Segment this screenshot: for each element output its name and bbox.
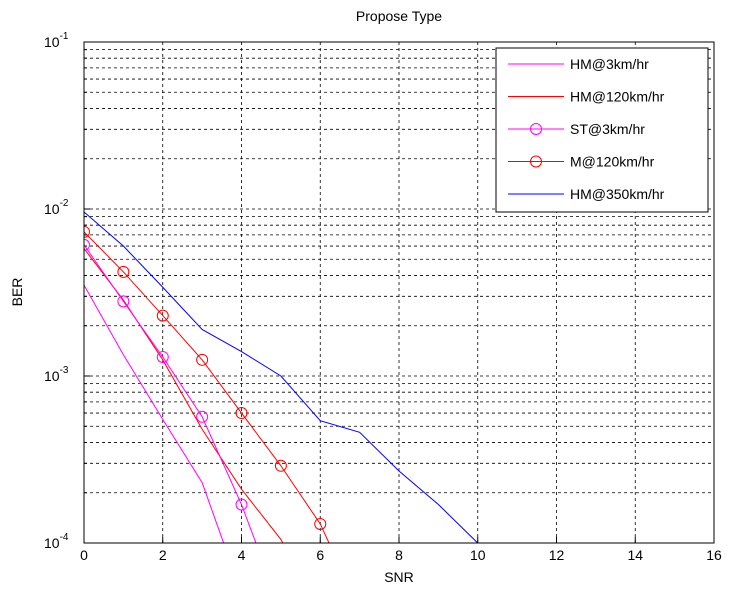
marker [84, 238, 90, 251]
marker [196, 410, 209, 423]
series-line [84, 211, 479, 543]
x-axis-label: SNR [384, 569, 414, 585]
series-line [84, 284, 225, 543]
marker [314, 517, 327, 530]
legend-label: HM@350km/hr [570, 186, 665, 202]
marker [274, 459, 287, 472]
marker [84, 225, 90, 238]
legend-label: HM@120km/hr [570, 89, 665, 105]
marker [235, 498, 248, 511]
series-line [84, 231, 330, 543]
y-tick-label: 10-3 [44, 365, 69, 384]
marker [117, 265, 130, 278]
series-line [84, 248, 284, 543]
marker [235, 407, 248, 420]
chart-title: Propose Type [356, 8, 442, 24]
legend-label: HM@3km/hr [570, 56, 649, 72]
marker [156, 309, 169, 322]
x-tick-label: 8 [395, 547, 403, 563]
x-tick-label: 14 [627, 547, 643, 563]
marker [117, 295, 130, 308]
x-tick-label: 2 [159, 547, 167, 563]
tick-base: 10 [44, 34, 60, 50]
y-tick-label: 10-4 [44, 532, 69, 551]
tick-base: 10 [44, 201, 60, 217]
legend-marker [530, 123, 542, 135]
legend-label: ST@3km/hr [570, 121, 645, 137]
marker [156, 350, 169, 363]
data-area [84, 211, 479, 543]
x-tick-label: 16 [706, 547, 722, 563]
legend-marker [530, 155, 542, 168]
tick-exponent: -2 [60, 198, 69, 209]
tick-base: 10 [44, 368, 60, 384]
x-tick-label: 6 [316, 547, 324, 563]
y-axis-label: BER [9, 278, 25, 307]
y-tick-label: 10-1 [44, 31, 69, 50]
legend-label: M@120km/hr [570, 154, 655, 170]
tick-exponent: -4 [60, 532, 69, 543]
tick-exponent: -1 [60, 31, 69, 42]
series-line [84, 244, 257, 543]
x-tick-label: 0 [80, 547, 88, 563]
marker [196, 353, 209, 366]
legend: HM@3km/hr HM@120km/hr ST@3km/hr M@120km/hr H… [495, 47, 709, 213]
tick-exponent: -3 [60, 365, 69, 376]
axes-box [83, 41, 715, 544]
legend-box [495, 47, 709, 213]
y-tick-label: 10-2 [44, 198, 69, 217]
x-tick-label: 12 [549, 547, 565, 563]
x-tick-label: 4 [238, 547, 246, 563]
x-tick-label: 10 [470, 547, 486, 563]
tick-base: 10 [44, 535, 60, 551]
